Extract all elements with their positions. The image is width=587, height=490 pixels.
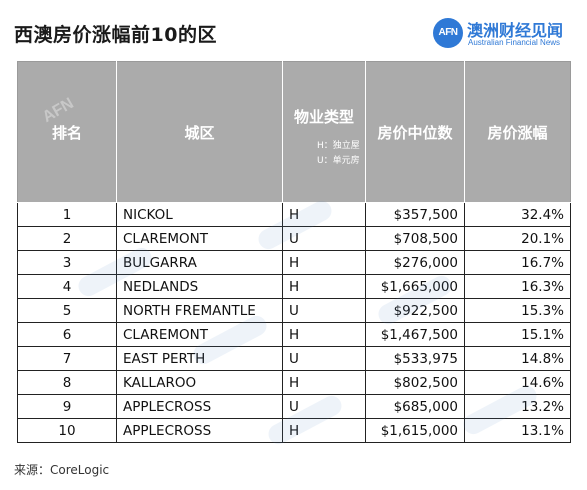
header-rank: AFN 排名 — [17, 61, 117, 203]
cell-area: BULGARRA — [116, 250, 283, 275]
header-change: 房价涨幅 — [464, 61, 571, 203]
cell-type: H — [282, 370, 366, 395]
cell-rank: 1 — [17, 202, 117, 227]
cell-rank: 3 — [17, 250, 117, 275]
cell-change: 20.1% — [464, 226, 571, 251]
cell-area: CLAREMONT — [116, 226, 283, 251]
source-note: 来源：CoreLogic — [14, 463, 110, 477]
cell-area: NORTH FREMANTLE — [116, 298, 283, 323]
afn-watermark-icon: AFN — [39, 94, 77, 127]
cell-change: 13.2% — [464, 394, 571, 419]
cell-type: U — [282, 394, 366, 419]
cell-price: $708,500 — [365, 226, 465, 251]
header-type-label: 物业类型 — [293, 107, 354, 126]
table-header-row: AFN 排名 城区 物业类型 H：独立屋 U：单元房 房价中位数 房价涨幅 — [17, 61, 571, 203]
table-row: 7 EAST PERTH U $533,975 14.8% — [17, 346, 571, 371]
cell-price: $357,500 — [365, 202, 465, 227]
table-row: 8 KALLAROO H $802,500 14.6% — [17, 370, 571, 395]
table-row: 4 NEDLANDS H $1,665,000 16.3% — [17, 274, 571, 299]
cell-change: 13.1% — [464, 418, 571, 443]
cell-type: U — [282, 226, 366, 251]
cell-change: 15.1% — [464, 322, 571, 347]
cell-type: H — [282, 322, 366, 347]
cell-area: NEDLANDS — [116, 274, 283, 299]
cell-area: APPLECROSS — [116, 394, 283, 419]
cell-change: 14.6% — [464, 370, 571, 395]
cell-price: $922,500 — [365, 298, 465, 323]
cell-change: 14.8% — [464, 346, 571, 371]
cell-change: 16.7% — [464, 250, 571, 275]
table-row: 1 NICKOL H $357,500 32.4% — [17, 202, 571, 227]
page-title: 西澳房价涨幅前10的区 — [14, 24, 217, 46]
cell-change: 16.3% — [464, 274, 571, 299]
cell-rank: 8 — [17, 370, 117, 395]
cell-change: 15.3% — [464, 298, 571, 323]
cell-type: U — [282, 298, 366, 323]
header-area: 城区 — [116, 61, 283, 203]
cell-area: KALLAROO — [116, 370, 283, 395]
header-type: 物业类型 H：独立屋 U：单元房 — [282, 61, 366, 203]
cell-rank: 10 — [17, 418, 117, 443]
table-row: 9 APPLECROSS U $685,000 13.2% — [17, 394, 571, 419]
cell-price: $802,500 — [365, 370, 465, 395]
cell-rank: 2 — [17, 226, 117, 251]
brand-name-cn: 澳洲财经见闻 — [467, 21, 564, 40]
cell-price: $276,000 — [365, 250, 465, 275]
afn-logo-icon: AFN — [433, 18, 463, 48]
cell-rank: 9 — [17, 394, 117, 419]
header-type-note: H：独立屋 U：单元房 — [317, 140, 360, 166]
cell-rank: 5 — [17, 298, 117, 323]
cell-rank: 7 — [17, 346, 117, 371]
cell-type: H — [282, 274, 366, 299]
cell-area: CLAREMONT — [116, 322, 283, 347]
cell-area: NICKOL — [116, 202, 283, 227]
cell-change: 32.4% — [464, 202, 571, 227]
cell-type: H — [282, 202, 366, 227]
table-row: 5 NORTH FREMANTLE U $922,500 15.3% — [17, 298, 571, 323]
cell-type: U — [282, 346, 366, 371]
table-row: 3 BULGARRA H $276,000 16.7% — [17, 250, 571, 275]
price-growth-table: AFN 排名 城区 物业类型 H：独立屋 U：单元房 房价中位数 房价涨幅 — [17, 61, 571, 443]
cell-type: H — [282, 418, 366, 443]
table-row: 2 CLAREMONT U $708,500 20.1% — [17, 226, 571, 251]
cell-price: $1,665,000 — [365, 274, 465, 299]
cell-price: $533,975 — [365, 346, 465, 371]
cell-type: H — [282, 250, 366, 275]
cell-price: $1,467,500 — [365, 322, 465, 347]
table-row: 6 CLAREMONT H $1,467,500 15.1% — [17, 322, 571, 347]
cell-price: $685,000 — [365, 394, 465, 419]
table-row: 10 APPLECROSS H $1,615,000 13.1% — [17, 418, 571, 443]
cell-rank: 6 — [17, 322, 117, 347]
cell-rank: 4 — [17, 274, 117, 299]
cell-area: EAST PERTH — [116, 346, 283, 371]
brand-logo: AFN 澳洲财经见闻 Australian Financial News — [433, 16, 578, 52]
brand-name-en: Australian Financial News — [468, 38, 561, 47]
header-price: 房价中位数 — [365, 61, 465, 203]
cell-price: $1,615,000 — [365, 418, 465, 443]
cell-area: APPLECROSS — [116, 418, 283, 443]
